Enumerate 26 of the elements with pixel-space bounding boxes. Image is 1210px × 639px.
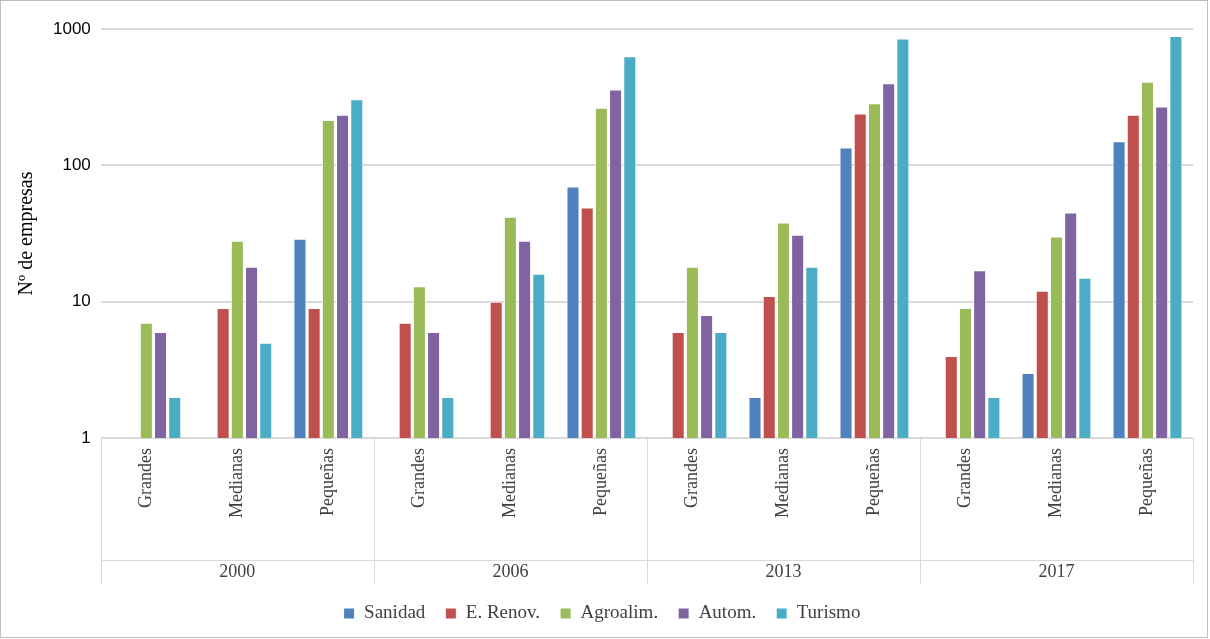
y-tick-label: 100 — [62, 155, 91, 175]
x-tick-label: Pequeñas — [590, 448, 611, 516]
y-tick-label: 1 — [81, 427, 91, 447]
x-tick-label: Medianas — [1045, 448, 1066, 518]
y-tick-label: 10 — [71, 291, 91, 311]
legend-label: E. Renov. — [465, 601, 541, 623]
x-tick-label: Medianas — [226, 448, 247, 518]
x-tick-label: Grandes — [135, 448, 156, 508]
text: 2000 — [219, 560, 256, 581]
legend-label: Turismo — [796, 601, 861, 623]
x-tick-label: Medianas — [499, 448, 520, 518]
legend-label: Autom. — [698, 601, 757, 623]
y-tick-label: 1000 — [52, 18, 91, 38]
text: 2017 — [1038, 560, 1075, 581]
legend-label: Sanidad — [364, 601, 426, 623]
y-axis-title: Nº de empresas — [14, 171, 38, 296]
x-tick-label: Pequeñas — [1136, 448, 1157, 516]
x-tick-label: Grandes — [408, 448, 429, 508]
legend-label: Agroalim. — [580, 601, 659, 623]
x-tick-label: Pequeñas — [863, 448, 884, 516]
x-tick-label: Medianas — [772, 448, 793, 518]
text: 2006 — [492, 560, 529, 581]
x-tick-label: Grandes — [954, 448, 975, 508]
x-tick-label: Grandes — [681, 448, 702, 508]
text: 2013 — [765, 560, 802, 581]
x-tick-label: Pequeñas — [317, 448, 338, 516]
